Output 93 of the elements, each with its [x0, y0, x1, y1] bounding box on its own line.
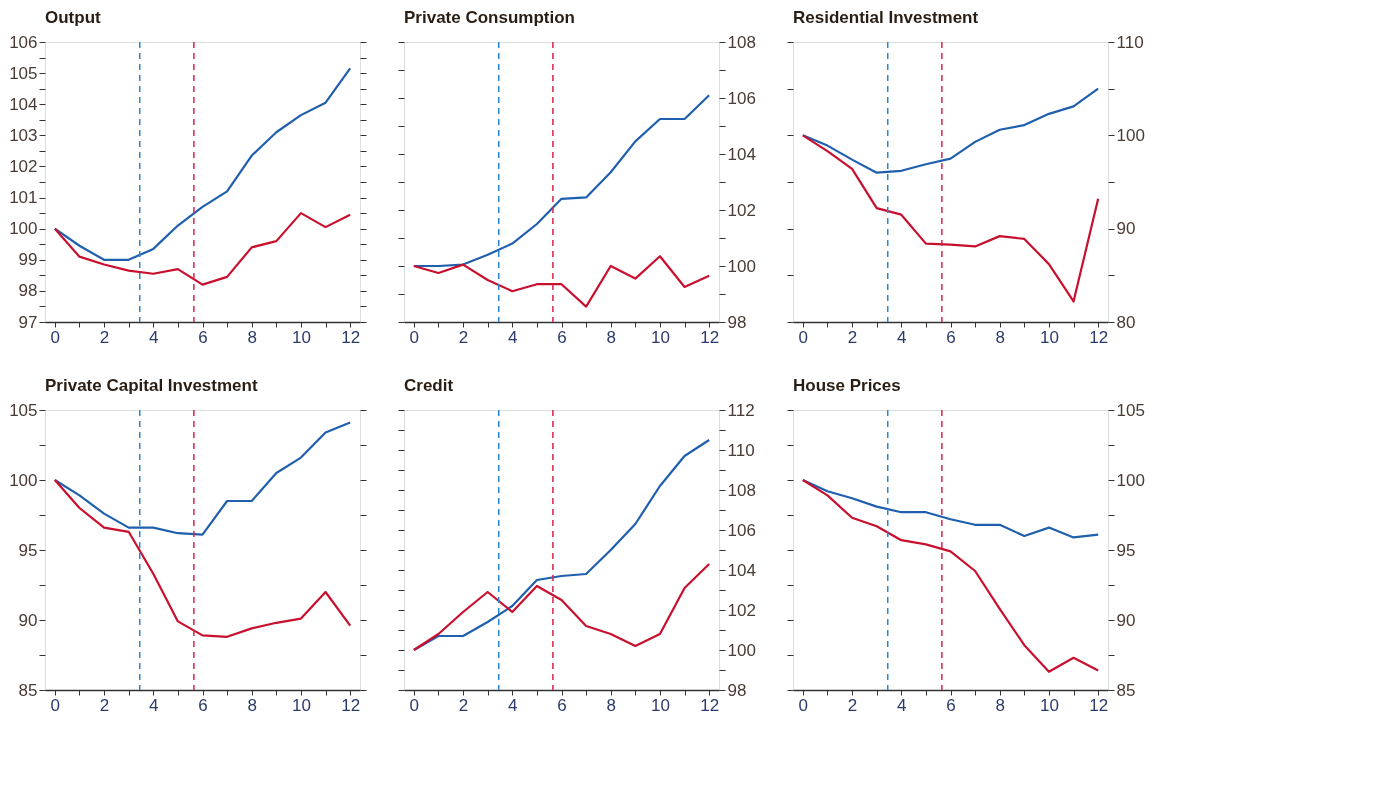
- y2-tick-label: 104: [727, 144, 756, 164]
- y2-tick-label: 105: [1116, 400, 1145, 420]
- x-tick-label: 8: [606, 327, 616, 347]
- y2-tick-label: 112: [727, 400, 755, 420]
- x-tick-label: 10: [291, 695, 311, 715]
- x-tick-label: 0: [798, 695, 809, 715]
- chart-title: Credit: [404, 376, 454, 395]
- line-series: [412, 255, 711, 308]
- x-tick-label: 6: [557, 327, 567, 347]
- x-tick-label: 12: [700, 695, 720, 715]
- y2-tick-label: 102: [727, 600, 756, 620]
- x-tick-label: 6: [946, 327, 956, 347]
- y-tick-label: 100: [9, 219, 38, 239]
- line-series: [412, 562, 711, 652]
- y2-tick-label: 104: [727, 560, 756, 580]
- chart-title: Private Capital Investment: [45, 376, 258, 395]
- y2-tick-label: 110: [727, 440, 755, 460]
- x-tick-label: 0: [798, 327, 809, 347]
- line-series: [801, 134, 1100, 303]
- x-tick-label: 6: [198, 327, 208, 347]
- y-tick-label: 95: [18, 540, 38, 560]
- x-tick-label: 8: [995, 695, 1005, 715]
- chart-title: Residential Investment: [793, 8, 979, 27]
- y-tick-label: 90: [18, 610, 38, 630]
- y2-tick-label: 98: [727, 680, 747, 700]
- y-tick-label: 102: [9, 156, 38, 176]
- y2-tick-label: 98: [727, 312, 747, 332]
- x-tick-label: 0: [409, 327, 420, 347]
- y-tick-label: 104: [9, 94, 38, 114]
- y-tick-label: 85: [18, 680, 38, 700]
- x-tick-label: 12: [341, 695, 361, 715]
- x-tick-label: 0: [50, 695, 61, 715]
- x-tick-label: 12: [1089, 327, 1109, 347]
- chart-title: Output: [45, 8, 102, 27]
- y2-tick-label: 106: [727, 88, 756, 108]
- y2-tick-label: 108: [727, 480, 756, 500]
- y2-tick-label: 100: [727, 256, 756, 276]
- line-series: [53, 67, 352, 261]
- x-tick-label: 6: [198, 695, 208, 715]
- x-tick-label: 6: [946, 695, 956, 715]
- x-tick-label: 10: [1039, 327, 1059, 347]
- line-series: [53, 212, 352, 286]
- y-tick-label: 99: [18, 250, 38, 270]
- y2-tick-label: 90: [1116, 610, 1136, 630]
- x-tick-label: 8: [247, 327, 257, 347]
- y2-tick-label: 80: [1116, 312, 1136, 332]
- x-tick-label: 4: [508, 327, 518, 347]
- x-tick-label: 6: [557, 695, 567, 715]
- x-tick-label: 0: [409, 695, 420, 715]
- y2-tick-label: 100: [1116, 125, 1145, 145]
- y2-tick-label: 85: [1116, 680, 1136, 700]
- x-tick-label: 2: [458, 327, 469, 347]
- y2-tick-label: 102: [727, 200, 756, 220]
- y2-tick-label: 108: [727, 32, 756, 52]
- x-tick-label: 12: [341, 327, 361, 347]
- x-tick-label: 4: [897, 327, 907, 347]
- x-tick-label: 2: [847, 695, 858, 715]
- x-tick-label: 10: [650, 327, 670, 347]
- x-tick-label: 12: [700, 327, 720, 347]
- y-tick-label: 103: [9, 125, 38, 145]
- y2-tick-label: 90: [1116, 219, 1136, 239]
- x-tick-label: 2: [458, 695, 469, 715]
- x-tick-label: 12: [1089, 695, 1109, 715]
- x-tick-label: 2: [99, 695, 110, 715]
- y-tick-label: 97: [18, 312, 38, 332]
- y-tick-label: 98: [18, 281, 38, 301]
- x-tick-label: 10: [650, 695, 670, 715]
- x-tick-label: 4: [897, 695, 907, 715]
- x-tick-label: 8: [995, 327, 1005, 347]
- y2-tick-label: 100: [727, 640, 756, 660]
- line-series: [53, 478, 352, 638]
- x-tick-label: 2: [847, 327, 858, 347]
- chart-title: Private Consumption: [404, 8, 575, 27]
- x-tick-label: 0: [50, 327, 61, 347]
- y-tick-label: 106: [9, 32, 38, 52]
- y-tick-label: 100: [9, 470, 38, 490]
- y2-tick-label: 110: [1116, 32, 1144, 52]
- x-tick-label: 4: [508, 695, 518, 715]
- chart-title: House Prices: [793, 376, 901, 395]
- x-tick-label: 4: [149, 327, 159, 347]
- x-tick-label: 10: [291, 327, 311, 347]
- y-tick-label: 105: [9, 63, 38, 83]
- x-tick-label: 10: [1039, 695, 1059, 715]
- x-tick-label: 8: [606, 695, 616, 715]
- y2-tick-label: 100: [1116, 470, 1145, 490]
- y-tick-label: 105: [9, 400, 38, 420]
- x-tick-label: 4: [149, 695, 159, 715]
- y-tick-label: 101: [9, 188, 38, 208]
- x-tick-label: 2: [99, 327, 110, 347]
- y2-tick-label: 95: [1116, 540, 1136, 560]
- line-series: [801, 478, 1100, 673]
- y2-tick-label: 106: [727, 520, 756, 540]
- x-tick-label: 8: [247, 695, 257, 715]
